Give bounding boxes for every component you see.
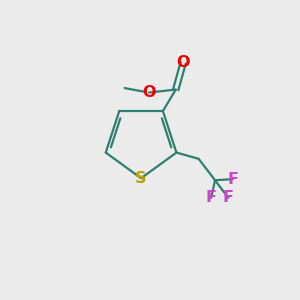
Text: O: O (176, 55, 190, 70)
Text: F: F (227, 172, 238, 187)
Text: F: F (206, 190, 217, 205)
Text: S: S (135, 171, 147, 186)
Text: F: F (223, 190, 234, 205)
Text: O: O (142, 85, 156, 100)
